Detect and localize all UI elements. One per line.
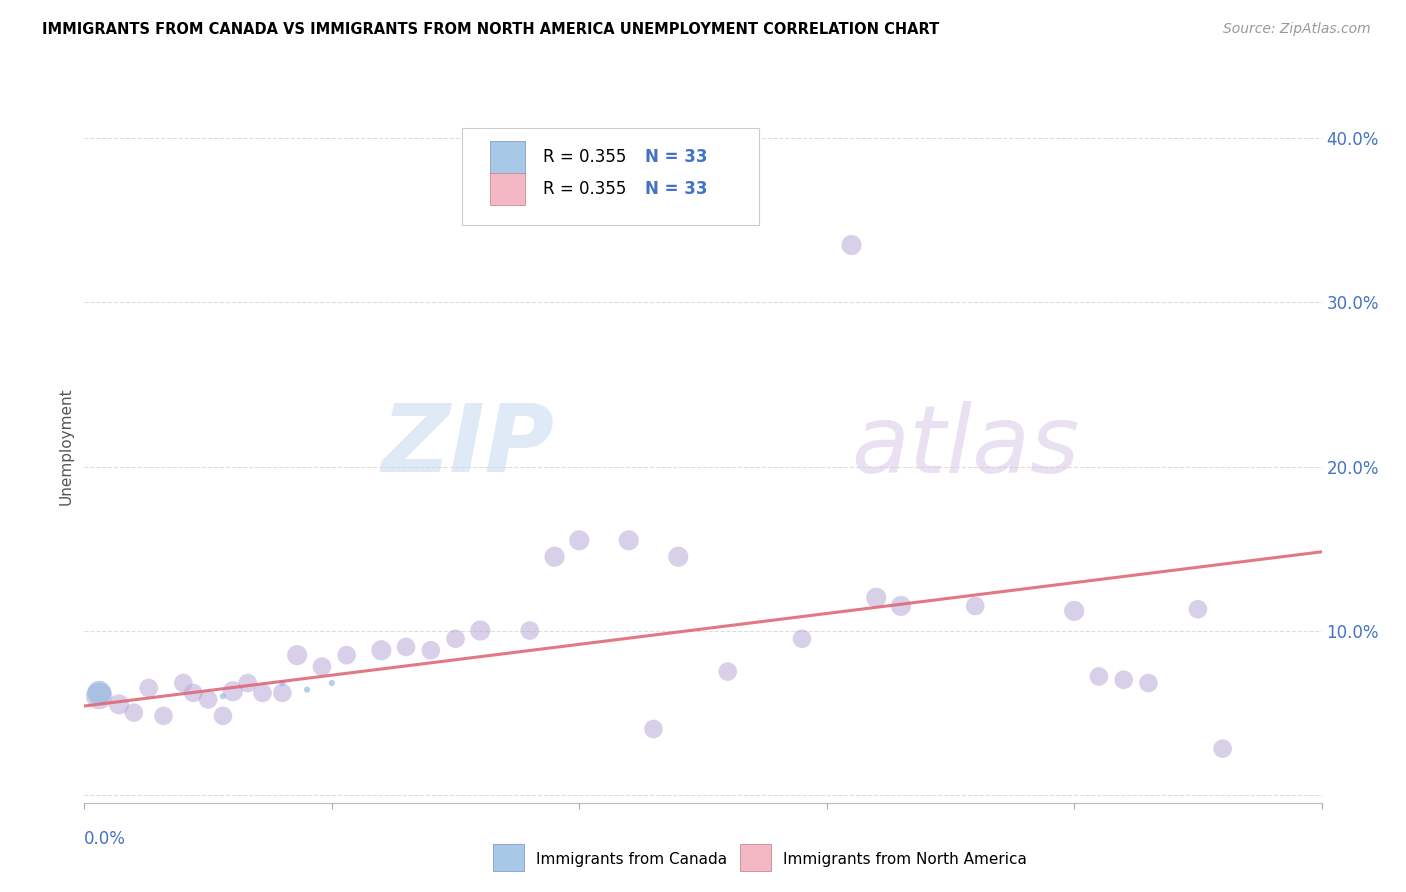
Point: [89, 686, 111, 700]
Point: [841, 238, 863, 252]
Text: atlas: atlas: [852, 401, 1080, 491]
Point: [122, 706, 145, 720]
Point: [519, 624, 541, 638]
FancyBboxPatch shape: [461, 128, 759, 225]
Point: [212, 709, 235, 723]
Point: [212, 689, 235, 703]
Point: [1112, 673, 1135, 687]
Point: [568, 533, 591, 548]
Point: [152, 709, 174, 723]
Text: 0.0%: 0.0%: [84, 830, 127, 848]
Bar: [491, 173, 524, 205]
Text: Immigrants from Canada: Immigrants from Canada: [536, 853, 727, 867]
Point: [865, 591, 887, 605]
Point: [370, 643, 392, 657]
Point: [271, 676, 294, 690]
Bar: [492, 844, 523, 871]
Bar: [491, 141, 524, 173]
Point: [717, 665, 740, 679]
Point: [1137, 676, 1160, 690]
Point: [295, 682, 318, 697]
Point: [172, 676, 194, 690]
Point: [965, 599, 987, 613]
Point: [321, 676, 343, 690]
Point: [285, 648, 308, 662]
Text: Source: ZipAtlas.com: Source: ZipAtlas.com: [1223, 22, 1371, 37]
Point: [444, 632, 467, 646]
Point: [617, 533, 640, 548]
Point: [222, 684, 245, 698]
Point: [181, 686, 204, 700]
Text: N = 33: N = 33: [645, 148, 707, 166]
Text: Immigrants from North America: Immigrants from North America: [783, 853, 1028, 867]
Point: [336, 648, 359, 662]
Y-axis label: Unemployment: Unemployment: [58, 387, 73, 505]
Point: [790, 632, 813, 646]
Point: [890, 599, 912, 613]
Point: [1212, 741, 1234, 756]
Point: [89, 689, 111, 703]
Text: N = 33: N = 33: [645, 180, 707, 198]
Point: [197, 692, 219, 706]
Point: [236, 676, 259, 690]
Point: [1088, 669, 1111, 683]
Bar: [740, 844, 770, 871]
Point: [470, 624, 492, 638]
Text: R = 0.355: R = 0.355: [543, 180, 627, 198]
Text: IMMIGRANTS FROM CANADA VS IMMIGRANTS FROM NORTH AMERICA UNEMPLOYMENT CORRELATION: IMMIGRANTS FROM CANADA VS IMMIGRANTS FRO…: [42, 22, 939, 37]
Point: [1063, 604, 1085, 618]
Point: [419, 643, 441, 657]
Point: [138, 681, 160, 695]
Point: [252, 686, 274, 700]
Point: [395, 640, 418, 654]
Point: [271, 686, 294, 700]
Point: [666, 549, 689, 564]
Point: [643, 722, 665, 736]
Text: ZIP: ZIP: [381, 400, 554, 492]
Point: [543, 549, 565, 564]
Text: R = 0.355: R = 0.355: [543, 148, 627, 166]
Point: [1187, 602, 1209, 616]
Point: [108, 698, 131, 712]
Point: [311, 659, 333, 673]
